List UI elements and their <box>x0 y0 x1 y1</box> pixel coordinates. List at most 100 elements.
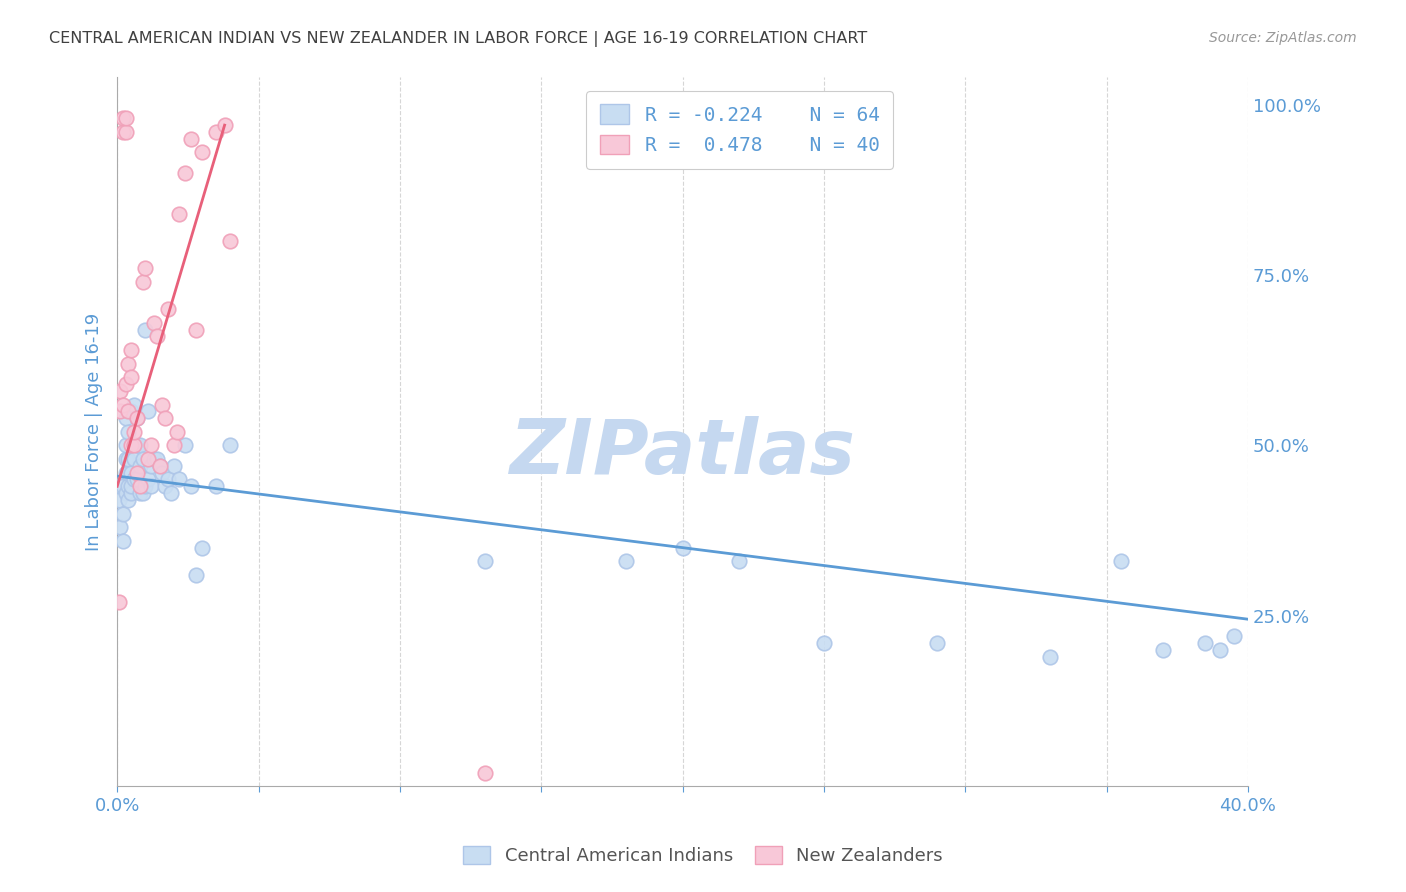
Point <box>120 466 142 480</box>
Point <box>139 438 162 452</box>
Point <box>120 479 142 493</box>
Point <box>114 452 136 467</box>
Point <box>186 322 208 336</box>
Point <box>114 125 136 139</box>
Point <box>136 452 159 467</box>
Point <box>122 452 145 467</box>
Point <box>163 458 186 473</box>
Point <box>180 132 202 146</box>
Point <box>128 458 150 473</box>
Point <box>108 520 131 534</box>
Point <box>125 438 148 452</box>
Point <box>152 466 174 480</box>
Point <box>1109 554 1132 568</box>
Point <box>1194 636 1216 650</box>
Point <box>117 404 139 418</box>
Point <box>163 438 186 452</box>
Legend: Central American Indians, New Zealanders: Central American Indians, New Zealanders <box>454 838 952 874</box>
Point <box>108 404 131 418</box>
Point <box>108 479 131 493</box>
Point <box>114 438 136 452</box>
Point <box>122 438 145 452</box>
Point <box>120 404 142 418</box>
Point <box>186 568 208 582</box>
Point <box>136 404 159 418</box>
Point <box>149 458 172 473</box>
Point <box>117 466 139 480</box>
Point <box>1039 649 1062 664</box>
Point <box>117 492 139 507</box>
Point <box>114 466 136 480</box>
Point <box>114 112 136 126</box>
Point <box>114 486 136 500</box>
Point <box>671 541 693 555</box>
Point <box>111 507 134 521</box>
Point <box>114 377 136 392</box>
Point <box>180 479 202 493</box>
Point <box>142 452 165 467</box>
Point <box>174 166 197 180</box>
Point <box>1208 643 1230 657</box>
Point <box>107 492 129 507</box>
Point <box>139 458 162 473</box>
Point <box>205 479 228 493</box>
Point <box>131 486 153 500</box>
Point <box>125 473 148 487</box>
Point <box>120 486 142 500</box>
Y-axis label: In Labor Force | Age 16-19: In Labor Force | Age 16-19 <box>86 313 103 551</box>
Point <box>111 112 134 126</box>
Point <box>122 473 145 487</box>
Point <box>174 438 197 452</box>
Point <box>111 398 134 412</box>
Point <box>614 554 637 568</box>
Point <box>134 322 156 336</box>
Point <box>139 479 162 493</box>
Point <box>160 486 183 500</box>
Point <box>134 479 156 493</box>
Point <box>136 473 159 487</box>
Point <box>925 636 948 650</box>
Point <box>474 554 496 568</box>
Point <box>128 486 150 500</box>
Point <box>120 438 142 452</box>
Point <box>145 452 167 467</box>
Point <box>125 411 148 425</box>
Legend: R = -0.224    N = 64, R =  0.478    N = 40: R = -0.224 N = 64, R = 0.478 N = 40 <box>586 91 893 169</box>
Point <box>813 636 835 650</box>
Point <box>122 425 145 439</box>
Point <box>214 118 236 132</box>
Point <box>131 452 153 467</box>
Point <box>219 438 242 452</box>
Point <box>117 452 139 467</box>
Point <box>111 125 134 139</box>
Point <box>114 411 136 425</box>
Text: CENTRAL AMERICAN INDIAN VS NEW ZEALANDER IN LABOR FORCE | AGE 16-19 CORRELATION : CENTRAL AMERICAN INDIAN VS NEW ZEALANDER… <box>49 31 868 47</box>
Point <box>219 234 242 248</box>
Point <box>474 765 496 780</box>
Text: Source: ZipAtlas.com: Source: ZipAtlas.com <box>1209 31 1357 45</box>
Point <box>108 384 131 398</box>
Point <box>107 595 129 609</box>
Point <box>111 533 134 548</box>
Point <box>191 145 214 160</box>
Point <box>122 398 145 412</box>
Point <box>169 473 191 487</box>
Point <box>191 541 214 555</box>
Point <box>157 473 180 487</box>
Point <box>142 316 165 330</box>
Point <box>128 438 150 452</box>
Point <box>205 125 228 139</box>
Point <box>125 411 148 425</box>
Point <box>155 479 177 493</box>
Point <box>169 207 191 221</box>
Point <box>111 479 134 493</box>
Point <box>117 357 139 371</box>
Point <box>1152 643 1174 657</box>
Point <box>157 302 180 317</box>
Point <box>145 329 167 343</box>
Point <box>120 370 142 384</box>
Point <box>152 398 174 412</box>
Point <box>117 425 139 439</box>
Point <box>117 479 139 493</box>
Point <box>1222 629 1244 643</box>
